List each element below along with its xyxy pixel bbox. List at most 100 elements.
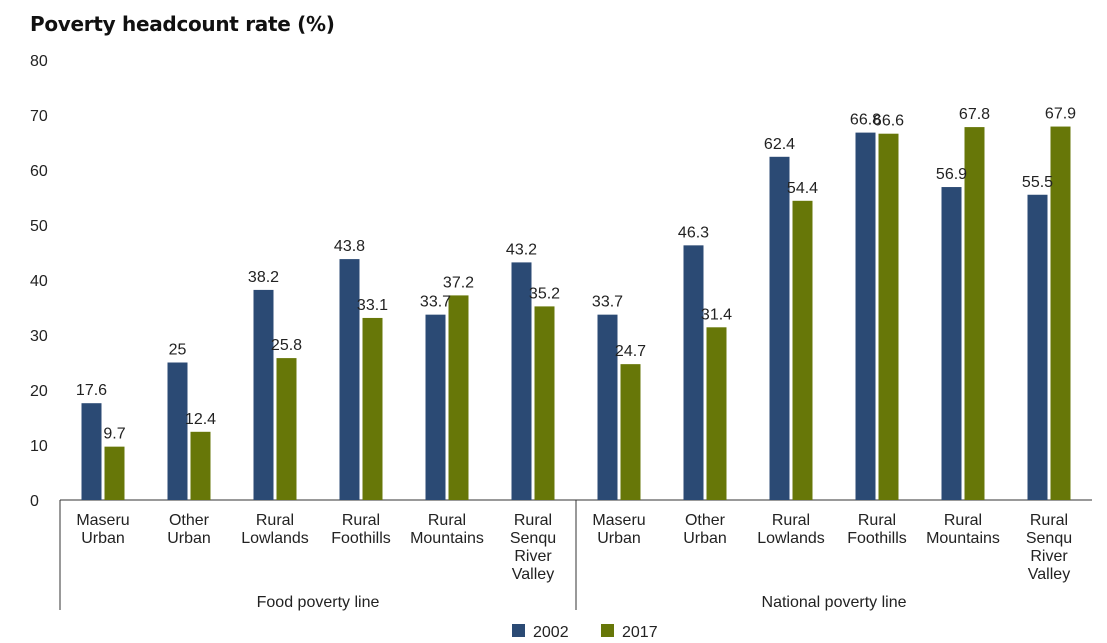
bar-2002	[683, 245, 704, 500]
bar-2017	[362, 317, 383, 500]
category-label: Maseru	[592, 512, 645, 529]
category-labels: MaseruUrbanOtherUrbanRuralLowlandsRuralF…	[76, 512, 1072, 583]
category-label: Foothills	[847, 530, 907, 547]
category-label: Rural	[514, 512, 552, 529]
y-tick-label: 30	[30, 328, 48, 345]
group-label: National poverty line	[762, 594, 907, 611]
data-label: 43.2	[506, 241, 537, 258]
bar-2017	[706, 327, 727, 500]
data-label: 43.8	[334, 238, 365, 255]
y-tick-label: 80	[30, 53, 48, 70]
group-labels: Food poverty line National poverty line	[257, 594, 907, 611]
category-label: Foothills	[331, 530, 391, 547]
data-label: 38.2	[248, 269, 279, 286]
category-label: Maseru	[76, 512, 129, 529]
data-label: 12.4	[185, 411, 216, 428]
category-label: Rural	[428, 512, 466, 529]
bar-2002	[511, 262, 532, 500]
bar-2002	[855, 132, 876, 500]
category-label: Rural	[772, 512, 810, 529]
data-label: 66.6	[873, 113, 904, 130]
bar-2017	[964, 127, 985, 500]
category-label: Rural	[944, 512, 982, 529]
data-label: 25	[169, 342, 187, 359]
y-tick-label: 50	[30, 218, 48, 235]
data-labels: 17.6 9.7 25 12.4 38.2 25.8 43.8 33.1 33.7 37.2 43.…	[76, 106, 1076, 443]
data-label: 33.7	[420, 294, 451, 311]
bar-2017	[276, 358, 297, 500]
y-tick-label: 70	[30, 108, 48, 125]
category-label: Senqu	[1026, 530, 1072, 547]
bar-2017	[878, 133, 899, 500]
category-label: Urban	[597, 530, 641, 547]
category-label: Senqu	[510, 530, 556, 547]
legend-label: 2017	[622, 624, 658, 641]
y-tick-label: 40	[30, 273, 48, 290]
bar-2002	[425, 314, 446, 500]
bar-2002	[941, 187, 962, 501]
y-axis-ticks: 0 10 20 30 40 50 60 70 80	[30, 53, 48, 510]
data-label: 31.4	[701, 306, 732, 323]
bar-2017	[534, 306, 555, 500]
data-label: 55.5	[1022, 174, 1053, 191]
bar-2017	[1050, 126, 1071, 501]
category-label: Urban	[167, 530, 211, 547]
category-label: Lowlands	[241, 530, 309, 547]
bars	[81, 126, 1071, 501]
y-tick-label: 0	[30, 493, 39, 510]
category-label: Urban	[683, 530, 727, 547]
data-label: 46.3	[678, 224, 709, 241]
y-tick-label: 10	[30, 438, 48, 455]
category-label: Urban	[81, 530, 125, 547]
data-label: 25.8	[271, 337, 302, 354]
category-label: River	[1030, 548, 1068, 565]
bar-2002	[81, 403, 102, 500]
group-label: Food poverty line	[257, 594, 380, 611]
bar-2002	[167, 362, 188, 500]
bar-2002	[339, 259, 360, 500]
category-label: Rural	[342, 512, 380, 529]
data-label: 37.2	[443, 274, 474, 291]
category-label: Lowlands	[757, 530, 825, 547]
data-label: 35.2	[529, 285, 560, 302]
y-tick-label: 20	[30, 383, 48, 400]
category-label: River	[514, 548, 552, 565]
axes	[59, 499, 1092, 610]
category-label: Rural	[256, 512, 294, 529]
bar-2017	[792, 200, 813, 501]
data-label: 62.4	[764, 136, 795, 153]
bar-2017	[104, 446, 125, 500]
category-label: Rural	[1030, 512, 1068, 529]
data-label: 24.7	[615, 343, 646, 360]
bar-2002	[769, 156, 790, 501]
legend-label: 2002	[533, 624, 569, 641]
category-label: Other	[169, 512, 210, 529]
bar-2017	[190, 431, 211, 500]
y-tick-label: 60	[30, 163, 48, 180]
bar-2017	[620, 364, 641, 500]
category-label: Other	[685, 512, 726, 529]
category-label: Mountains	[926, 530, 1000, 547]
category-label: Valley	[1028, 566, 1070, 583]
bar-2002	[597, 314, 618, 500]
data-label: 33.7	[592, 294, 623, 311]
bar-2002	[253, 289, 274, 500]
data-label: 54.4	[787, 180, 818, 197]
data-label: 9.7	[103, 426, 125, 443]
chart-title: Poverty headcount rate (%)	[30, 12, 335, 36]
data-label: 67.9	[1045, 106, 1076, 123]
legend-swatch-2017	[601, 624, 614, 637]
data-label: 17.6	[76, 382, 107, 399]
bar-2002	[1027, 194, 1048, 500]
category-label: Valley	[512, 566, 554, 583]
legend: 2002 2017	[512, 624, 658, 641]
data-label: 67.8	[959, 106, 990, 123]
bar-2017	[448, 295, 469, 500]
category-label: Rural	[858, 512, 896, 529]
data-label: 33.1	[357, 297, 388, 314]
data-label: 66.8	[850, 112, 881, 129]
data-label: 56.9	[936, 166, 967, 183]
category-label: Mountains	[410, 530, 484, 547]
legend-swatch-2002	[512, 624, 525, 637]
